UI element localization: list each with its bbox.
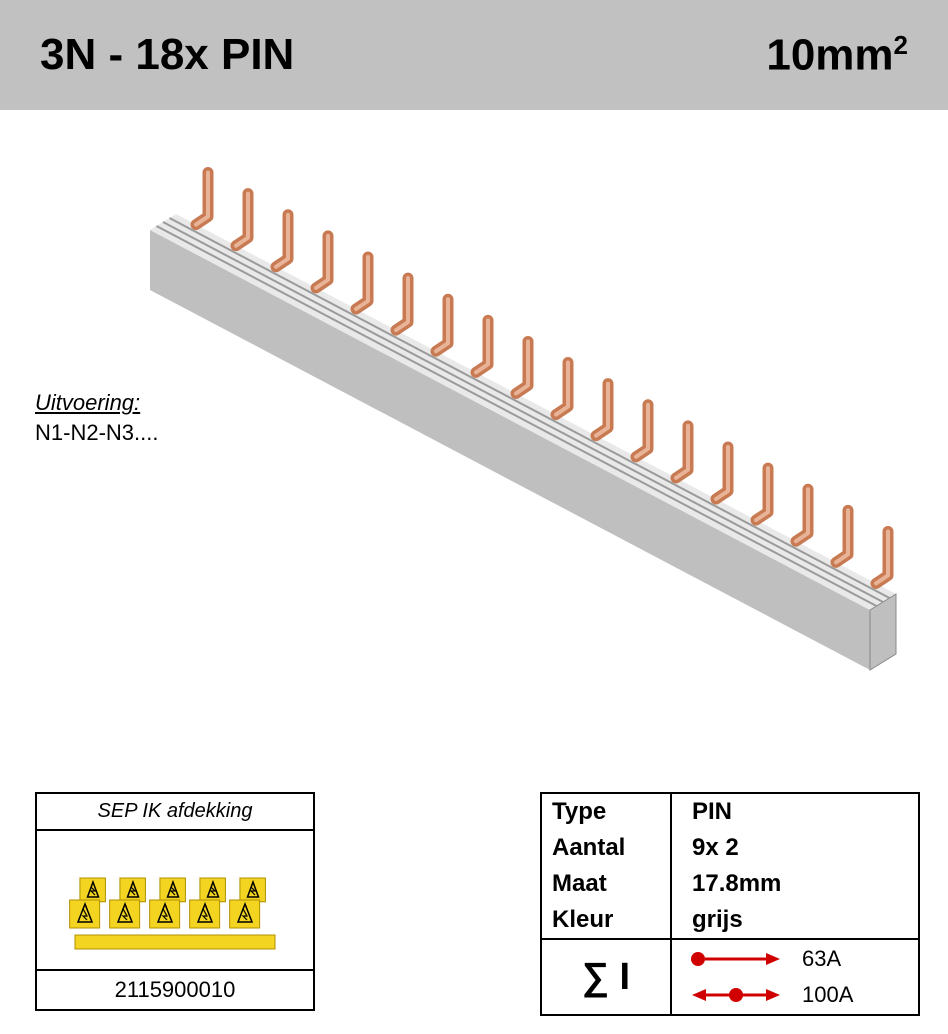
arrow-single-icon <box>686 949 786 969</box>
spec-label: Kleur <box>542 902 672 938</box>
accessory-title: SEP IK afdekking <box>37 794 313 831</box>
spec-label: Aantal <box>542 830 672 866</box>
spec-row: Aantal9x 2 <box>542 830 918 866</box>
spec-label: Maat <box>542 866 672 902</box>
ratings-row: ∑ I 63A 100A <box>542 938 918 1014</box>
header-title-left: 3N - 18x PIN <box>40 30 294 80</box>
accessory-code: 2115900010 <box>37 971 313 1009</box>
rating-line: 100A <box>686 982 904 1008</box>
header-title-right: 10mm2 <box>766 30 908 81</box>
spec-value: PIN <box>672 794 918 830</box>
spec-value: grijs <box>672 902 918 938</box>
spec-label: Type <box>542 794 672 830</box>
spec-row: Kleurgrijs <box>542 902 918 938</box>
accessory-image <box>37 831 313 971</box>
sigma-label: ∑ I <box>542 940 672 1014</box>
product-illustration <box>130 140 920 700</box>
header-size-base: 10mm <box>766 30 893 79</box>
spec-row: Maat17.8mm <box>542 866 918 902</box>
header-size-sup: 2 <box>894 30 908 60</box>
rating-value: 100A <box>802 982 853 1008</box>
spec-row: TypePIN <box>542 794 918 830</box>
spec-value: 17.8mm <box>672 866 918 902</box>
header-bar: 3N - 18x PIN 10mm2 <box>0 0 948 110</box>
ratings-cell: 63A 100A <box>672 940 918 1014</box>
spec-value: 9x 2 <box>672 830 918 866</box>
arrow-double-icon <box>686 985 786 1005</box>
spec-table: TypePINAantal9x 2Maat17.8mmKleurgrijs ∑ … <box>540 792 920 1016</box>
rating-value: 63A <box>802 946 841 972</box>
rating-line: 63A <box>686 946 904 972</box>
accessory-box: SEP IK afdekking 2115900010 <box>35 792 315 1011</box>
